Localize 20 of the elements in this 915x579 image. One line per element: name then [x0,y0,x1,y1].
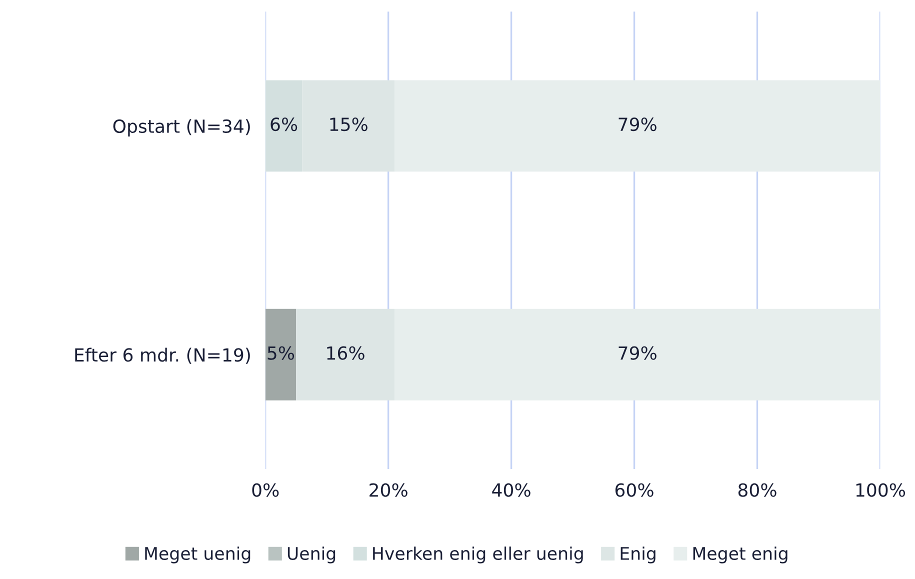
data-label: 79% [618,118,656,132]
legend-label: Uenig [288,546,336,564]
x-tick-label: 80% [738,483,776,497]
bar [265,308,296,400]
x-tick-label: 0% [252,483,279,497]
data-label: 16% [327,346,364,360]
legend-label: Hverken enig eller uenig [373,546,583,564]
data-label: 6% [270,118,298,132]
legend-label: Meget enig [693,546,788,564]
x-tick-label: 40% [492,483,530,497]
y-tick-label: Opstart (N=34) [113,119,250,137]
legend-label: Meget uenig [145,546,250,564]
y-tick-label: Efter 6 mdr. (N=19) [75,348,250,364]
data-label: 5% [268,346,294,360]
x-tick-label: 60% [615,483,654,497]
x-tick-label: 20% [370,483,408,497]
legend-label: Enig [620,546,656,564]
data-label: 15% [330,118,368,132]
data-label: 79% [618,346,656,360]
x-tick-label: 100% [856,483,906,497]
